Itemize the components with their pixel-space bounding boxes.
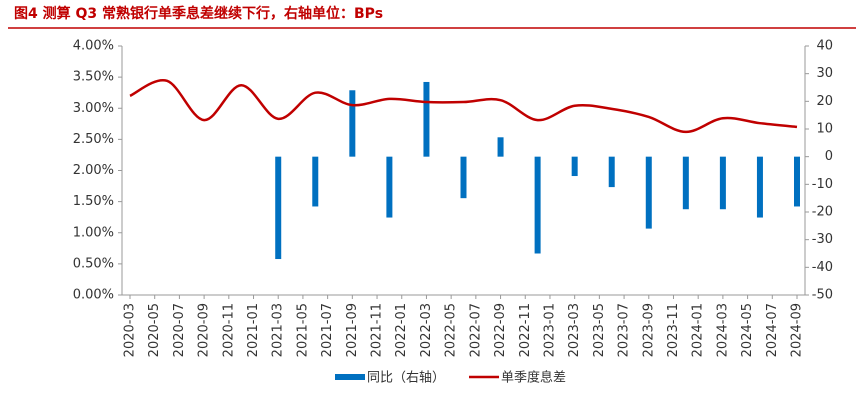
x-tick-label: 2020-05: [147, 303, 162, 357]
bar: [275, 156, 282, 260]
bar: [719, 156, 726, 210]
bar: [423, 81, 430, 157]
x-tick-label: 2023-05: [592, 303, 607, 357]
y2-tick-label: -10: [812, 177, 833, 192]
bar: [794, 156, 800, 207]
x-tick-label: 2021-03: [271, 303, 286, 357]
y2-tick-label: -50: [812, 288, 833, 303]
y-tick-label: 2.00%: [73, 163, 114, 178]
x-tick-label: 2023-11: [666, 303, 681, 357]
legend-label: 单季度息差: [501, 370, 566, 386]
x-tick-label: 2020-03: [123, 303, 138, 357]
x-tick-label: 2021-01: [246, 303, 261, 357]
y2-tick-label: 10: [816, 122, 833, 137]
x-tick-label: 2022-03: [419, 303, 434, 357]
legend-swatch: [335, 374, 365, 380]
y2-tick-label: -30: [812, 232, 833, 247]
y2-tick-label: -40: [812, 260, 833, 275]
bar: [460, 156, 467, 199]
x-tick-label: 2020-11: [221, 303, 236, 357]
y2-tick-label: 20: [816, 94, 833, 109]
bar: [756, 156, 763, 218]
x-tick-label: 2023-09: [641, 303, 656, 357]
x-tick-label: 2022-11: [518, 303, 533, 357]
bar: [497, 137, 504, 157]
chart-title: 图4 测算 Q3 常熟银行单季息差继续下行，右轴单位：BPs: [14, 5, 383, 22]
bar: [386, 156, 393, 218]
legend-label: 同比（右轴）: [367, 371, 445, 386]
x-tick-label: 2022-01: [394, 303, 409, 357]
bar: [349, 90, 356, 157]
y-tick-label: 4.00%: [73, 39, 114, 54]
bar: [312, 156, 319, 207]
y2-tick-label: -20: [812, 205, 833, 220]
y-tick-label: 2.50%: [73, 132, 114, 147]
x-tick-label: 2023-07: [617, 303, 632, 357]
bar: [645, 156, 652, 229]
x-tick-label: 2022-07: [468, 303, 483, 357]
bar: [571, 156, 578, 177]
bar: [534, 156, 541, 254]
x-tick-label: 2024-05: [740, 303, 755, 357]
x-tick-label: 2021-05: [295, 303, 310, 357]
y-tick-label: 1.50%: [73, 194, 114, 209]
x-tick-label: 2023-03: [567, 303, 582, 357]
line: [129, 78, 798, 134]
x-tick-label: 2021-11: [370, 303, 385, 357]
x-tick-label: 2024-09: [790, 303, 805, 357]
x-tick-label: 2022-09: [493, 303, 508, 357]
x-tick-label: 2024-01: [691, 303, 706, 357]
x-tick-label: 2024-07: [765, 303, 780, 357]
x-tick-label: 2022-05: [444, 303, 459, 357]
x-tick-label: 2021-07: [320, 303, 335, 357]
bar: [682, 156, 689, 210]
x-tick-label: 2023-01: [542, 303, 557, 357]
y2-tick-label: 0: [825, 149, 833, 164]
bar: [608, 156, 615, 188]
y-tick-label: 0.50%: [73, 256, 114, 271]
y-tick-label: 1.00%: [73, 225, 114, 240]
x-tick-label: 2021-09: [345, 303, 360, 357]
y-tick-label: 0.00%: [73, 288, 114, 303]
y2-tick-label: 40: [816, 39, 833, 54]
x-tick-label: 2020-09: [197, 303, 212, 357]
y-tick-label: 3.50%: [73, 70, 114, 85]
y2-tick-label: 30: [816, 66, 833, 81]
y-tick-label: 3.00%: [73, 101, 114, 116]
x-tick-label: 2024-03: [715, 303, 730, 357]
x-tick-label: 2020-07: [172, 303, 187, 357]
